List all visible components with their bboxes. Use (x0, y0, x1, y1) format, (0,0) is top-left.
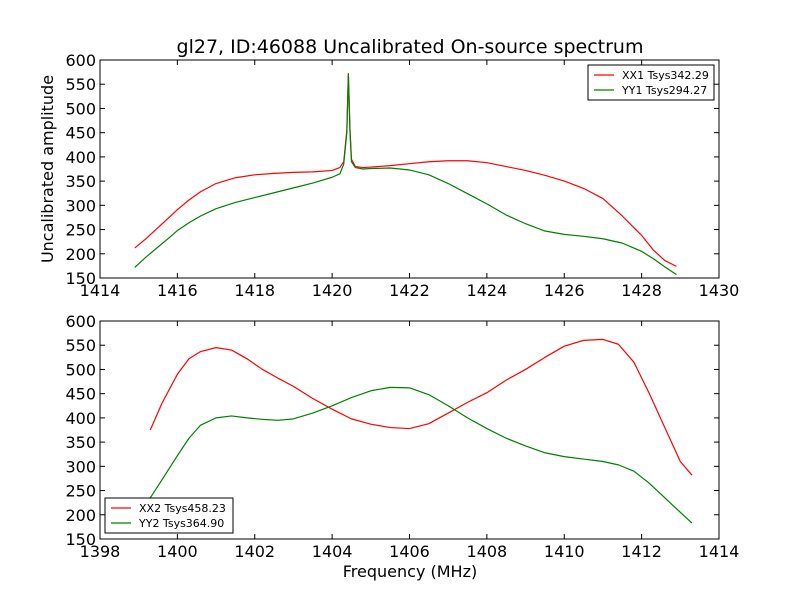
y-tick-label: 450 (65, 385, 96, 404)
y-tick-label: 500 (65, 360, 96, 379)
y-tick-label: 350 (65, 433, 96, 452)
x-tick-label: 1412 (621, 542, 662, 561)
x-tick-label: 1406 (389, 542, 430, 561)
x-tick-label: 1418 (234, 281, 275, 300)
x-tick-label: 1402 (234, 542, 275, 561)
y-tick-label: 250 (65, 482, 96, 501)
bottom-panel: 1398 1400 1402 1404 1406 1408 1410 1412 1414 150 2… (65, 312, 739, 561)
legend-label: YY1 Tsys294.27 (621, 84, 707, 97)
y-tick-label: 350 (65, 172, 96, 191)
x-tick-label: 1428 (621, 281, 662, 300)
y-tick-label: 550 (65, 336, 96, 355)
y-tick-label: 150 (65, 530, 96, 549)
y-tick-label: 300 (65, 457, 96, 476)
x-tick-label: 1410 (544, 542, 585, 561)
legend-label: YY2 Tsys364.90 (138, 517, 224, 530)
x-tick-label: 1400 (157, 542, 198, 561)
x-tick-label: 1426 (544, 281, 585, 300)
y-axis-label: Uncalibrated amplitude (38, 75, 57, 263)
chart-title: gl27, ID:46088 Uncalibrated On-source sp… (177, 36, 644, 58)
y-tick-label: 550 (65, 75, 96, 94)
y-tick-label: 400 (65, 409, 96, 428)
series-line-top-1 (134, 73, 677, 276)
legend-box (104, 497, 234, 534)
x-tick-label: 1416 (157, 281, 198, 300)
y-tick-label: 250 (65, 221, 96, 240)
legend-label: XX1 Tsys342.29 (622, 69, 709, 82)
series-line-bottom-1 (149, 386, 693, 524)
x-tick-label: 1424 (467, 281, 508, 300)
y-tick-label: 150 (65, 269, 96, 288)
x-tick-label: 1420 (312, 281, 353, 300)
y-tick-label: 200 (65, 245, 96, 264)
x-tick-label: 1398 (80, 542, 121, 561)
y-tick-label: 600 (65, 51, 96, 70)
y-tick-label: 500 (65, 99, 96, 118)
series-line-top-0 (134, 72, 677, 267)
y-tick-label: 450 (65, 124, 96, 143)
top-panel: 1414 1416 1418 1420 1422 1424 1426 1428 1430 150 2… (38, 51, 739, 300)
x-axis-label: Frequency (MHz) (343, 562, 477, 581)
legend-box (587, 64, 715, 101)
series-line-bottom-0 (149, 338, 693, 476)
y-tick-label: 600 (65, 312, 96, 331)
legend-label: XX2 Tsys458.23 (139, 502, 226, 515)
x-tick-label: 1422 (389, 281, 430, 300)
y-tick-label: 200 (65, 506, 96, 525)
x-tick-label: 1414 (80, 281, 121, 300)
x-tick-label: 1414 (699, 542, 740, 561)
x-tick-label: 1404 (312, 542, 353, 561)
y-tick-label: 400 (65, 148, 96, 167)
y-tick-label: 300 (65, 196, 96, 215)
x-tick-label: 1430 (699, 281, 740, 300)
x-tick-label: 1408 (467, 542, 508, 561)
